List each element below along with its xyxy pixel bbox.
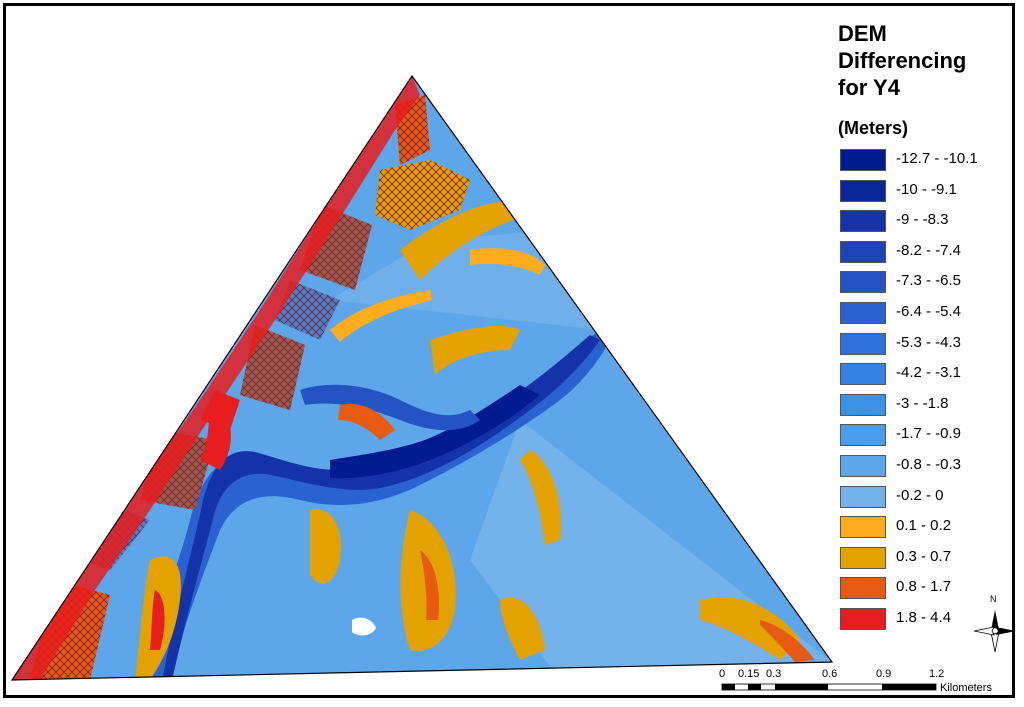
legend-swatch [840,546,886,569]
legend-swatch [840,608,886,630]
legend-label: -3 - -1.8 [896,394,949,412]
deposit-bar-7 [310,509,341,584]
legend-item: -0.8 - -0.3 [840,453,1010,477]
legend-label: -10 - -9.1 [896,180,957,198]
north-arrow-icon [973,610,1016,653]
legend-swatch [840,271,886,294]
legend-item: -5.3 - -4.3 [840,331,1010,355]
legend-item: -10 - -9.1 [840,178,1010,202]
legend-item: -8.2 - -7.4 [840,239,1010,263]
legend-label: -6.4 - -5.4 [896,303,962,320]
legend-swatch [840,516,886,539]
legend-item: -12.7 - -10.1 [840,147,1010,171]
legend-swatch [840,302,886,324]
legend-label: -7.3 - -6.5 [896,272,962,290]
legend-item: -4.2 - -3.1 [840,361,1010,386]
deposit-strip-1 [470,248,545,275]
legend-swatch [840,577,886,600]
legend-item: -0.2 - 0 [840,484,1010,508]
legend-swatch [840,179,886,202]
legend-swatch [840,210,886,233]
upper-branch-channel [300,384,480,431]
legend-swatch [840,455,886,477]
legend-title-line: Differencing [838,48,967,73]
legend-item: 1.8 - 4.4 [840,606,1010,630]
legend-swatch [840,424,886,447]
legend-item: 0.3 - 0.7 [840,545,1010,569]
deposit-strip-2 [330,290,432,342]
deposit-bar-12 [150,590,165,650]
legend-label: -0.2 - 0 [896,486,944,504]
legend-item: -9 - -8.3 [840,208,1010,233]
legend-label: -5.3 - -4.3 [896,333,962,351]
legend-swatch [840,393,886,416]
study-area [12,76,832,680]
legend-title-line: DEM [838,21,887,46]
scale-tick-label: 0.3 [766,668,782,680]
left-bank-erosion [12,76,420,680]
scale-tick-label: 0.6 [822,668,838,680]
deposit-bar-4 [520,450,561,545]
legend-swatch [840,363,886,386]
legend-label: -0.8 - -0.3 [896,456,962,473]
legend-unit: (Meters) [838,118,909,138]
legend-item: 0.8 - 1.7 [840,575,1010,600]
deposit-bar-10 [760,620,815,662]
legend-item: -7.3 - -6.5 [840,269,1010,294]
scale-tick-label: 0.15 [738,668,760,680]
deposit-bar-6 [420,550,440,620]
deposit-bar-9 [700,597,800,660]
scale-tick-label: 1.2 [929,668,945,680]
legend-title-line: for Y4 [838,75,900,100]
deepest-scour [330,385,540,479]
scale-tick-label: 0.9 [876,668,892,680]
legend-label: -8.2 - -7.4 [896,241,962,259]
scale-tick-label: 0 [719,668,726,680]
study-area-outline [10,74,834,681]
legend-label: -9 - -8.3 [896,211,949,229]
deposit-bar-8 [500,597,545,660]
data-void [352,617,376,636]
scale-unit: Kilometers [940,682,992,694]
legend-title: DEM Differencing for Y4 [838,20,1008,101]
legend-label: 0.3 - 0.7 [896,547,952,565]
legend-label: -1.7 - -0.9 [896,425,962,443]
legend-swatch [840,332,886,355]
deposit-bar-2 [430,325,520,375]
legend-item: 0.1 - 0.2 [840,514,1010,539]
legend-swatch [840,240,886,263]
legend-label: 1.8 - 4.4 [896,609,952,626]
legend-item: -6.4 - -5.4 [840,300,1010,324]
deposit-bar-3 [338,403,395,440]
left-bank-parcels-inner [200,400,232,470]
legend-label: 0.1 - 0.2 [896,517,952,535]
deposit-bar-1 [400,200,530,280]
legend-swatch [840,485,886,508]
north-label: N [990,594,997,604]
legend-label: -4.2 - -3.1 [896,364,962,382]
legend-item: -3 - -1.8 [840,392,1010,416]
scale-bar-graphic [721,683,937,691]
legend-label: -12.7 - -10.1 [896,150,978,167]
legend-item: -1.7 - -0.9 [840,422,1010,447]
legend-label: 0.8 - 1.7 [896,578,952,596]
legend-swatch [840,149,886,171]
